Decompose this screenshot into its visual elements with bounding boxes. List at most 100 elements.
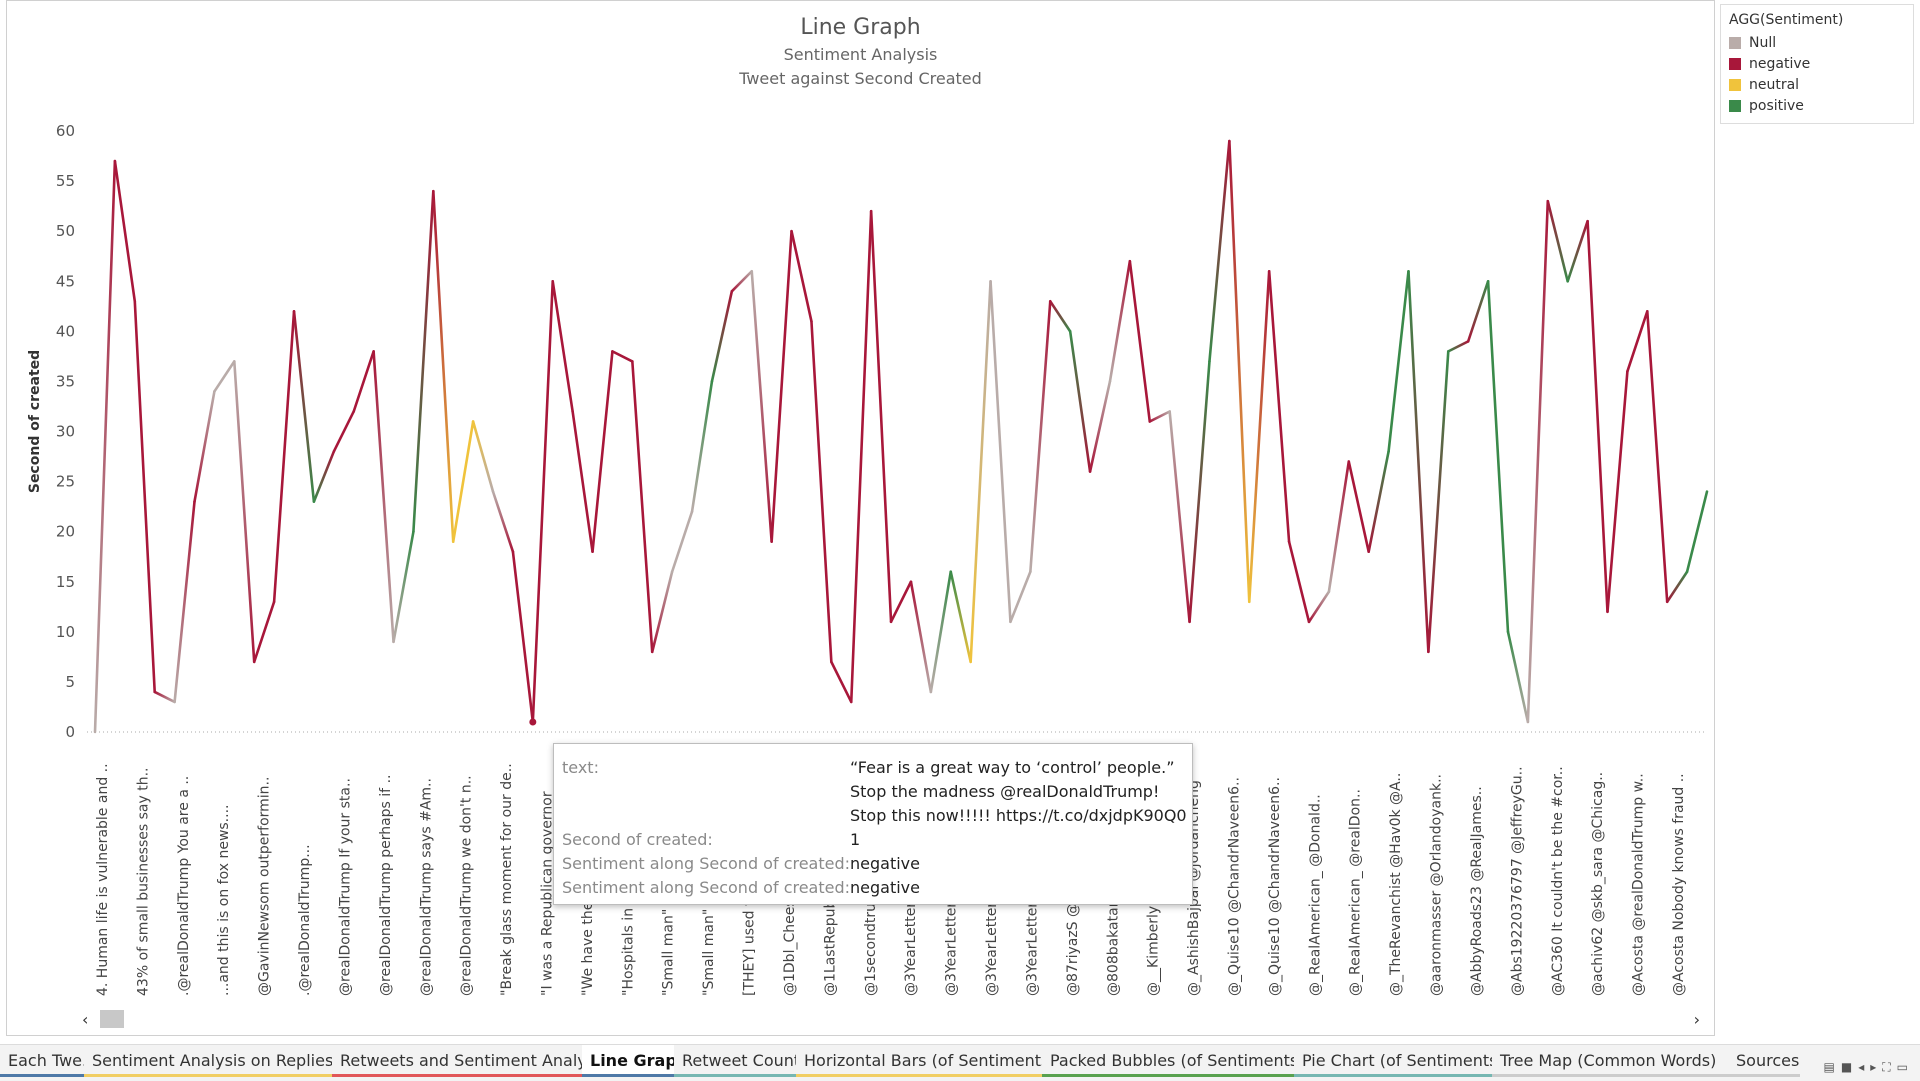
series-line-segment xyxy=(1307,590,1331,624)
legend-item-neutral[interactable]: neutral xyxy=(1721,74,1913,95)
tooltip-label: text: xyxy=(562,758,599,777)
series-line-segment xyxy=(1088,380,1112,473)
legend-item-positive[interactable]: positive xyxy=(1721,95,1913,116)
sheet-tab[interactable]: Tree Map (Common Words) xyxy=(1492,1045,1728,1077)
chart-subtitle: Sentiment Analysis xyxy=(783,45,938,64)
sheet-tab[interactable]: Each Twe... xyxy=(0,1045,84,1077)
series-line-segment xyxy=(710,289,734,383)
series-line-segment xyxy=(1029,300,1052,574)
x-tick-label: @GavinNewsom outperformin.. xyxy=(257,777,273,996)
next-sheet-icon[interactable]: ▸ xyxy=(1870,1060,1883,1074)
series-line-segment xyxy=(1287,540,1311,624)
chart-titles: Line Graph Sentiment Analysis Tweet agai… xyxy=(7,13,1714,91)
series-line-segment xyxy=(869,209,893,624)
sheet-tab[interactable]: Horizontal Bars (of Sentiments) xyxy=(796,1045,1042,1077)
tooltip-value: “Fear is a great way to ‘control’ people… xyxy=(850,758,1175,777)
series-line-segment xyxy=(1586,219,1609,614)
x-tick-label: @_Quise10 @ChandrNaveen6.. xyxy=(1267,777,1283,996)
series-line-segment xyxy=(292,310,316,503)
series-line-segment xyxy=(1546,199,1569,283)
prev-sheet-icon[interactable]: ◂ xyxy=(1858,1060,1871,1074)
y-tick-label: 20 xyxy=(56,523,75,541)
legend-label: positive xyxy=(1749,97,1804,114)
sheet-tab[interactable]: Sentiment Analysis on Replies t... xyxy=(84,1045,332,1077)
series-line-segment xyxy=(1665,570,1689,604)
x-tick-label: @Acosta Nobody knows fraud .. xyxy=(1671,773,1687,996)
legend-swatch xyxy=(1729,78,1741,91)
x-tick-label: @_RealAmerican_ @Donald.. xyxy=(1307,794,1323,996)
x-tick-label: ...and this is on fox news.... xyxy=(216,805,232,997)
y-axis-title: Second of created xyxy=(27,350,43,493)
sheet-tab[interactable]: Pie Chart (of Sentiments) xyxy=(1294,1045,1492,1077)
x-tick-label: @3YearLetter xyxy=(944,902,960,996)
series-line-segment xyxy=(830,660,853,704)
series-line-segment xyxy=(213,360,236,393)
legend-items: Null negative neutral positive xyxy=(1721,32,1913,116)
series-line-segment xyxy=(193,390,216,503)
legend-label: Null xyxy=(1749,34,1777,51)
scrollbar-thumb[interactable] xyxy=(100,1010,124,1028)
y-tick-label: 40 xyxy=(56,322,75,340)
sheet-tab[interactable]: Line Graph xyxy=(582,1045,674,1077)
tooltip-value: 1 xyxy=(850,830,861,849)
scroll-left-arrow-icon[interactable]: ‹ xyxy=(82,1010,89,1029)
y-tick-label: 50 xyxy=(56,222,75,240)
x-tick-label: @aaronmasser @Orlandoyank.. xyxy=(1429,774,1445,996)
x-tick-label: "Break glass moment for our de.. xyxy=(499,763,515,996)
series-line-segment xyxy=(611,350,634,363)
series-line-segment xyxy=(1009,570,1032,624)
series-line-segment xyxy=(1446,340,1470,353)
x-tick-label: @1LastRepub xyxy=(822,899,838,996)
x-tick-label: @AC360 It couldn't be the #cor.. xyxy=(1550,766,1566,996)
x-tick-label: @3YearLetter xyxy=(903,902,919,996)
series-line-segment xyxy=(591,350,614,554)
series-line-segment xyxy=(750,269,773,543)
series-line-segment xyxy=(173,500,196,704)
series-line-segment xyxy=(412,189,435,533)
legend-swatch xyxy=(1729,99,1741,112)
series-line-segment xyxy=(969,279,992,664)
series-line-segment xyxy=(491,490,515,554)
series-line-segment xyxy=(1566,219,1589,283)
series-line-segment xyxy=(551,279,574,413)
line-chart[interactable]: Second of created 0 5 10 15 20 25 30 35 40 45 50 55 6… xyxy=(7,1,1714,1006)
chart-title: Line Graph xyxy=(800,15,921,40)
series-line-segment xyxy=(810,320,833,664)
x-tick-label: .@realDonaldTrump... xyxy=(297,844,313,996)
series-line-segment xyxy=(1347,460,1370,554)
series-line-segment xyxy=(471,420,495,493)
series-line-segment xyxy=(332,410,356,453)
series-line-segment xyxy=(989,279,1012,624)
series-line-segment xyxy=(133,300,157,694)
series-line-segment xyxy=(392,530,415,644)
series-line-segment xyxy=(1407,269,1430,654)
tab-bar-controls[interactable]: ▤■◂▸⛶▭ xyxy=(1824,1060,1915,1075)
y-tick-label: 15 xyxy=(56,573,75,591)
sheet-tab[interactable]: Retweet Count xyxy=(674,1045,796,1077)
x-tick-label: @_TheRevanchist @Hav0k @A.. xyxy=(1388,773,1404,996)
legend-item-negative[interactable]: negative xyxy=(1721,53,1913,74)
sheet-tab[interactable]: Sources xyxy=(1728,1045,1800,1077)
legend-title: AGG(Sentiment) xyxy=(1729,12,1844,28)
tooltip-value: Stop the madness @realDonaldTrump! xyxy=(850,782,1160,801)
x-tick-label: "Small man" @ xyxy=(661,890,677,996)
tooltip-label: Second of created: xyxy=(562,830,713,849)
series-line-segment xyxy=(252,600,276,664)
scroll-right-arrow-icon[interactable]: › xyxy=(1693,1010,1700,1029)
series-line-segment xyxy=(1148,410,1171,423)
presentation-icon[interactable]: ▭ xyxy=(1896,1060,1914,1074)
show-filmstrip-icon[interactable]: ▤ xyxy=(1823,1060,1841,1074)
legend-item-null[interactable]: Null xyxy=(1721,32,1913,53)
fullscreen-icon[interactable]: ⛶ xyxy=(1882,1060,1897,1074)
sheet-tab[interactable]: Retweets and Sentiment Analysis xyxy=(332,1045,582,1077)
series-line-segment xyxy=(1267,269,1291,543)
series-line-segment xyxy=(93,159,117,734)
show-tabs-icon[interactable]: ■ xyxy=(1840,1060,1859,1074)
series-line-segment xyxy=(1108,259,1132,383)
series-line-segment xyxy=(849,209,873,704)
series-line-segment xyxy=(1168,410,1191,624)
sheet-tab[interactable]: Packed Bubbles (of Sentiments) xyxy=(1042,1045,1294,1077)
horizontal-scrollbar[interactable]: ‹ › xyxy=(82,1008,1712,1030)
x-tick-label: "Small man" @ xyxy=(701,890,717,996)
y-tick-label: 25 xyxy=(56,473,75,491)
